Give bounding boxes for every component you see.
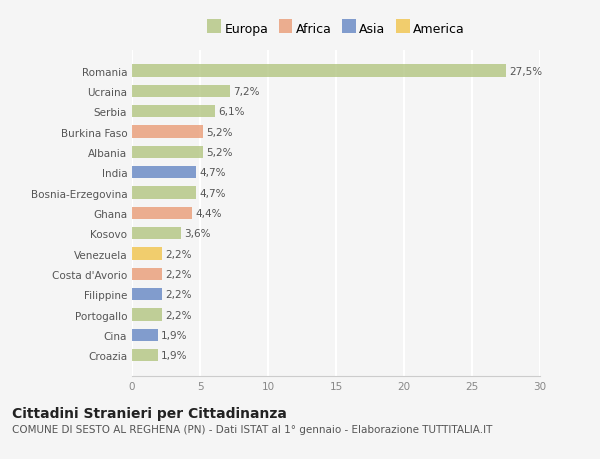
Text: 1,9%: 1,9% xyxy=(161,330,188,340)
Bar xyxy=(132,248,162,260)
Bar xyxy=(132,126,203,138)
Text: 2,2%: 2,2% xyxy=(166,269,192,279)
Text: 4,7%: 4,7% xyxy=(199,188,226,198)
Bar xyxy=(132,309,162,321)
Bar xyxy=(132,146,203,159)
Bar xyxy=(132,289,162,301)
Text: 5,2%: 5,2% xyxy=(206,148,233,157)
Text: COMUNE DI SESTO AL REGHENA (PN) - Dati ISTAT al 1° gennaio - Elaborazione TUTTIT: COMUNE DI SESTO AL REGHENA (PN) - Dati I… xyxy=(12,424,493,434)
Legend: Europa, Africa, Asia, America: Europa, Africa, Asia, America xyxy=(202,17,470,40)
Text: 3,6%: 3,6% xyxy=(184,229,211,239)
Text: 4,4%: 4,4% xyxy=(195,208,222,218)
Text: 1,9%: 1,9% xyxy=(161,351,188,360)
Text: 7,2%: 7,2% xyxy=(233,87,260,97)
Bar xyxy=(132,85,230,98)
Text: 5,2%: 5,2% xyxy=(206,127,233,137)
Bar xyxy=(132,187,196,199)
Bar xyxy=(132,268,162,280)
Bar xyxy=(132,65,506,78)
Text: 2,2%: 2,2% xyxy=(166,290,192,300)
Text: 4,7%: 4,7% xyxy=(199,168,226,178)
Text: 2,2%: 2,2% xyxy=(166,310,192,320)
Text: 6,1%: 6,1% xyxy=(218,107,245,117)
Bar xyxy=(132,106,215,118)
Text: 27,5%: 27,5% xyxy=(509,67,542,76)
Text: 2,2%: 2,2% xyxy=(166,249,192,259)
Bar xyxy=(132,329,158,341)
Text: Cittadini Stranieri per Cittadinanza: Cittadini Stranieri per Cittadinanza xyxy=(12,406,287,420)
Bar xyxy=(132,207,192,219)
Bar xyxy=(132,228,181,240)
Bar xyxy=(132,167,196,179)
Bar xyxy=(132,349,158,362)
